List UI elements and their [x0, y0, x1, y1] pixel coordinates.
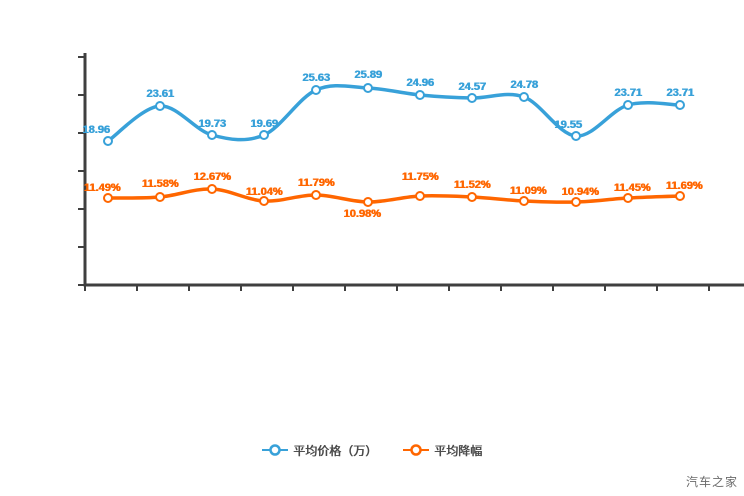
data-point-label: 25.89 — [354, 69, 382, 81]
data-point-marker[interactable] — [311, 190, 321, 200]
data-point-label: 24.78 — [510, 79, 538, 91]
data-point-marker[interactable] — [467, 93, 477, 103]
data-point-marker[interactable] — [415, 90, 425, 100]
data-point-label: 10.98% — [343, 208, 381, 220]
data-point-label: 11.04% — [246, 186, 283, 198]
data-point-label: 19.69 — [250, 118, 278, 130]
data-point-marker[interactable] — [155, 192, 165, 202]
data-point-marker[interactable] — [311, 85, 321, 95]
data-point-label: 19.55 — [554, 119, 582, 131]
data-point-marker[interactable] — [675, 100, 685, 110]
series-line — [106, 83, 682, 143]
legend-item-average-price[interactable]: 平均价格（万） — [261, 442, 377, 459]
legend-item-average-discount[interactable]: 平均降幅 — [403, 442, 482, 459]
data-point-marker[interactable] — [675, 191, 685, 201]
watermark-autohome: 汽车之家 — [685, 475, 738, 489]
data-point-label: 11.58% — [142, 178, 179, 190]
data-point-marker[interactable] — [467, 192, 477, 202]
data-point-marker[interactable] — [103, 193, 113, 203]
data-point-label: 12.67% — [193, 171, 231, 183]
legend-label-average-discount: 平均降幅 — [434, 443, 483, 458]
data-point-label: 23.71 — [666, 87, 694, 99]
trend-line-chart: 18.96 23.61 19.73 19.69 25.63 25.89 24.96 24.57… — [78, 53, 744, 291]
data-point-marker[interactable] — [155, 101, 165, 111]
data-point-marker[interactable] — [519, 196, 529, 206]
data-point-label: 18.96 — [82, 124, 110, 136]
axes — [78, 53, 744, 291]
data-point-label: 24.96 — [406, 77, 434, 89]
series-average-discount: 11.49% 11.58% 12.67% 11.04% 11.79% 10.98% 11.7… — [84, 171, 703, 220]
line-series-icon — [403, 444, 429, 456]
chart-legend: 平均价格（万） 平均降幅 — [0, 440, 744, 460]
data-point-label: 11.52% — [454, 179, 491, 191]
data-point-marker[interactable] — [415, 191, 425, 201]
data-point-marker[interactable] — [623, 193, 633, 203]
data-point-marker[interactable] — [519, 92, 529, 102]
data-point-label: 23.71 — [614, 87, 642, 99]
data-point-marker[interactable] — [623, 100, 633, 110]
data-point-label: 11.45% — [614, 182, 651, 194]
data-point-label: 25.63 — [302, 72, 330, 84]
data-point-marker[interactable] — [103, 136, 113, 146]
data-point-marker[interactable] — [207, 184, 217, 194]
data-point-label: 11.75% — [402, 171, 439, 183]
data-point-label: 19.73 — [198, 118, 226, 130]
data-point-marker[interactable] — [259, 130, 269, 140]
data-point-label: 11.69% — [666, 180, 703, 192]
series-average-price: 18.96 23.61 19.73 19.69 25.63 25.89 24.96 24.57… — [82, 69, 694, 146]
data-point-marker[interactable] — [571, 131, 581, 141]
data-point-marker[interactable] — [207, 130, 217, 140]
data-point-label: 23.61 — [146, 88, 174, 100]
data-point-label: 11.09% — [510, 185, 547, 197]
data-point-marker[interactable] — [571, 197, 581, 207]
legend-label-average-price: 平均价格（万） — [292, 443, 377, 458]
data-point-marker[interactable] — [259, 196, 269, 206]
data-point-label: 11.79% — [298, 177, 335, 189]
data-point-label: 11.49% — [84, 182, 121, 194]
data-point-label: 24.57 — [458, 81, 486, 93]
data-point-marker[interactable] — [363, 197, 373, 207]
line-series-icon — [261, 444, 288, 456]
data-point-label: 10.94% — [561, 186, 599, 198]
data-point-marker[interactable] — [363, 83, 373, 93]
